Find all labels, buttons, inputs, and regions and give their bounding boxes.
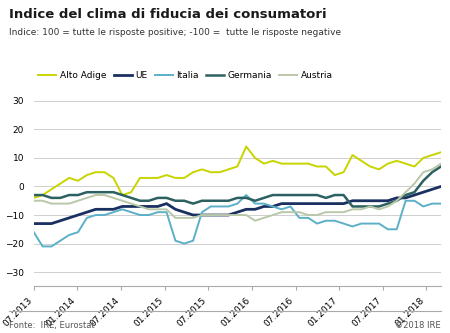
Text: Indice: 100 = tutte le risposte positive; -100 =  tutte le risposte negative: Indice: 100 = tutte le risposte positive… (9, 28, 341, 37)
Text: Fonte:  IRE, Eurostat: Fonte: IRE, Eurostat (9, 321, 94, 330)
Text: ©2018 IRE: ©2018 IRE (396, 321, 441, 330)
Legend: Alto Adige, UE, Italia, Germania, Austria: Alto Adige, UE, Italia, Germania, Austri… (38, 71, 333, 80)
Text: Indice del clima di fiducia dei consumatori: Indice del clima di fiducia dei consumat… (9, 8, 327, 21)
